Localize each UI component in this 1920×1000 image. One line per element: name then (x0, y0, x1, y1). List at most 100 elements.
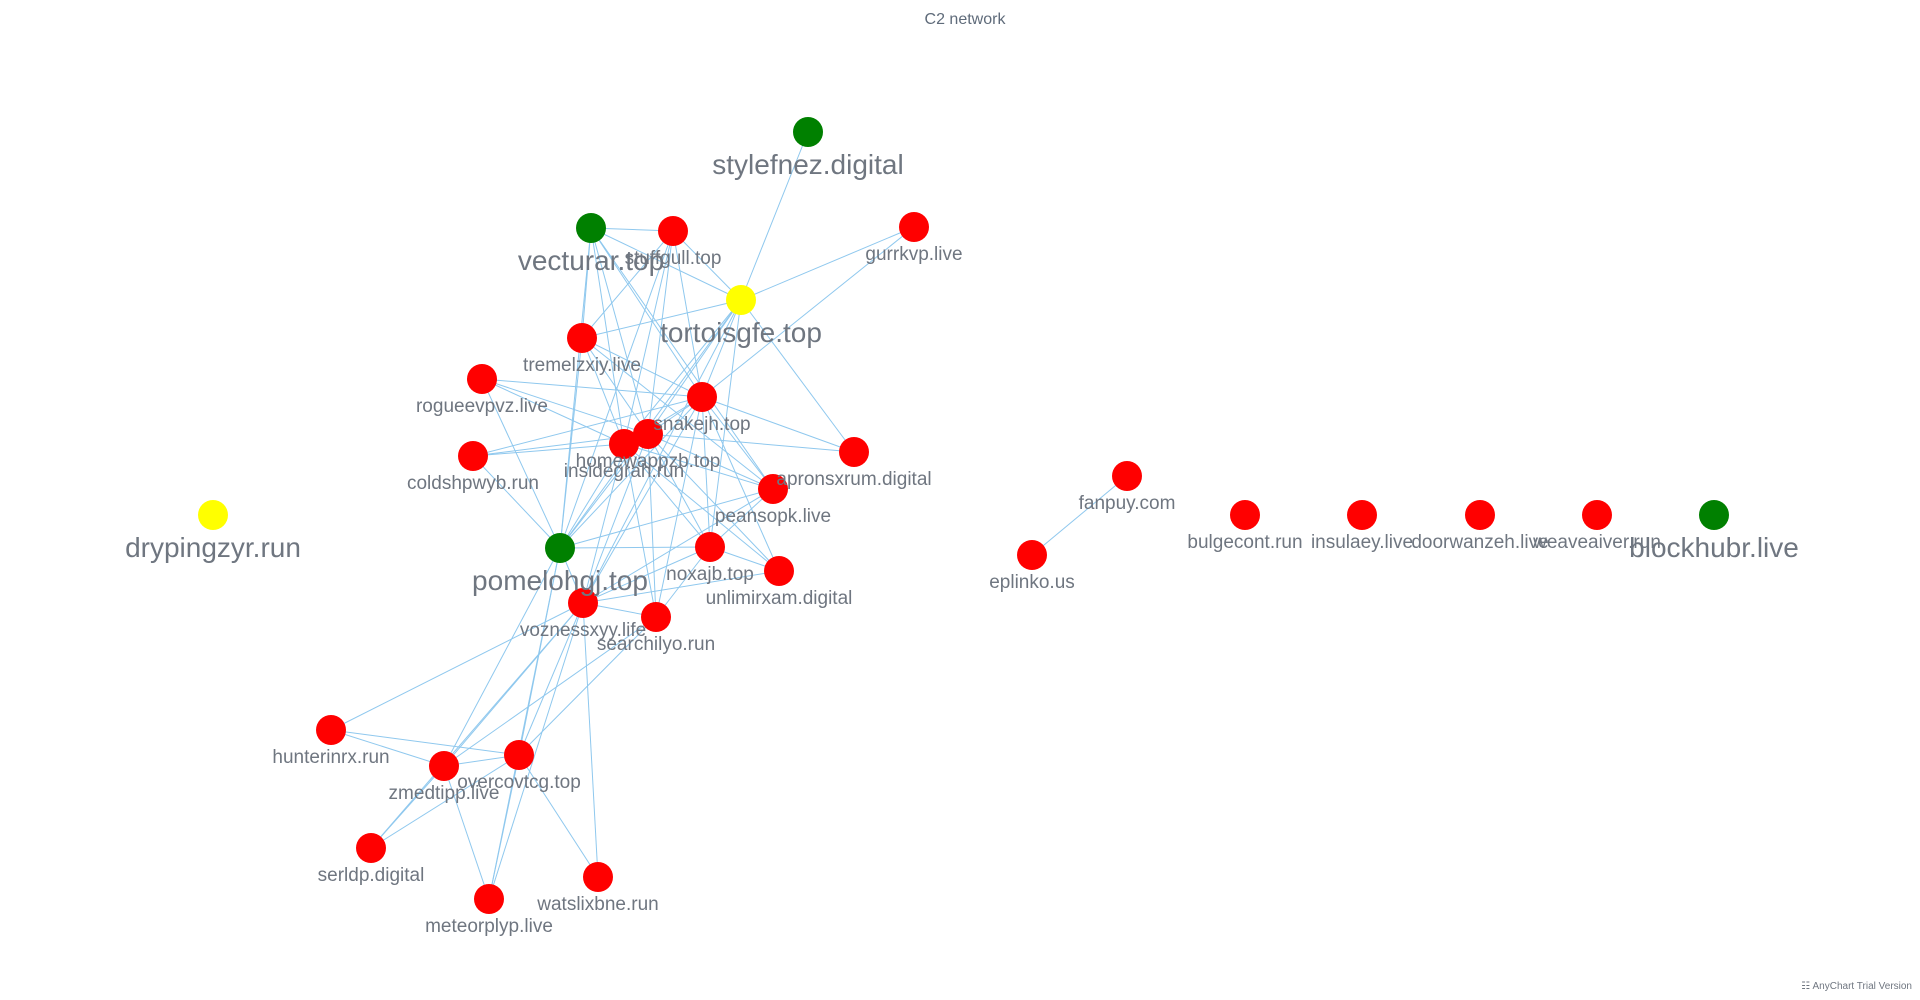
node-label-vecturar-top: vecturar.top (518, 245, 664, 276)
node-rogueevpvz-live[interactable] (467, 364, 497, 394)
label-layer: stylefnez.digital vecturar.topstuffgull.t… (125, 149, 1799, 937)
edge-stuffgull-top-tortoisgfe-top (672, 230, 742, 301)
edge-tortoisgfe-top-snakejh-top (701, 299, 742, 398)
edge-insidegrah-run-coldshpwyb-run (472, 443, 625, 457)
node-label-serldp-digital: serldp.digital (318, 865, 425, 886)
edge-homewappzb-top-peansopk-live (647, 433, 774, 490)
node-label-overcovtcg-top: overcovtcg.top (457, 772, 581, 793)
node-insidegrah-run[interactable] (609, 429, 639, 459)
edge-stuffgull-top-snakejh-top (672, 230, 703, 398)
edge-tremelzxiy-live-insidegrah-run (581, 337, 625, 445)
node-meteorplyp-live[interactable] (474, 884, 504, 914)
node-label-peansopk-live: peansopk.live (715, 506, 831, 527)
node-label-stylefnez-digital: stylefnez.digital (712, 149, 903, 180)
node-label-fanpuy-com: fanpuy.com (1079, 493, 1176, 514)
node-label-meteorplyp-live: meteorplyp.live (425, 916, 553, 937)
node-searchilyo-run[interactable] (641, 602, 671, 632)
edge-zmedtipp-live-serldp-digital (370, 765, 445, 849)
node-noxajb-top[interactable] (695, 532, 725, 562)
node-bulgecont-run[interactable] (1230, 500, 1260, 530)
edge-tremelzxiy-live-homewappzb-top (581, 337, 649, 435)
node-label-voznessxyy-life: voznessxyy.life (520, 620, 646, 641)
edge-vecturar-top-insidegrah-run (590, 227, 625, 445)
node-label-drypingzyr-run: drypingzyr.run (125, 532, 301, 563)
edge-coldshpwyb-run-pomelohgj-top (472, 455, 561, 549)
node-stuffgull-top[interactable] (658, 216, 688, 246)
edge-peansopk-live-pomelohgj-top (559, 488, 774, 549)
edge-homewappzb-top-apronsxrum-digital (647, 433, 855, 453)
node-pomelohgj-top[interactable] (545, 533, 575, 563)
node-fanpuy-com[interactable] (1112, 461, 1142, 491)
chart-icon: ☷ (1801, 981, 1811, 992)
node-label-pomelohgj-top: pomelohgj.top (472, 565, 648, 596)
edge-snakejh-top-peansopk-live (701, 396, 774, 490)
node-label-stuffgull-top: stuffgull.top (625, 248, 722, 269)
node-gurrkvp-live[interactable] (899, 212, 929, 242)
node-vecturar-top[interactable] (576, 213, 606, 243)
edge-searchilyo-run-overcovtcg-top (518, 616, 657, 756)
node-stylefnez-digital[interactable] (793, 117, 823, 147)
node-voznessxyy-life[interactable] (568, 588, 598, 618)
edge-homewappzb-top-voznessxyy-life (582, 433, 649, 604)
edge-gurrkvp-live-tortoisgfe-top (740, 226, 915, 301)
edge-tremelzxiy-live-snakejh-top (581, 337, 703, 398)
edge-voznessxyy-life-unlimirxam-digital (582, 570, 780, 604)
node-label-bulgecont-run: bulgecont.run (1187, 532, 1302, 553)
edge-voznessxyy-life-watslixbne-run (582, 602, 599, 878)
node-label-doorwanzeh-live: doorwanzeh.live (1411, 532, 1548, 553)
edge-vecturar-top-homewappzb-top (590, 227, 649, 435)
node-apronsxrum-digital[interactable] (839, 437, 869, 467)
edge-overcovtcg-top-watslixbne-run (518, 754, 599, 878)
node-eplinko-us[interactable] (1017, 540, 1047, 570)
edge-stuffgull-top-insidegrah-run (623, 230, 674, 445)
node-watslixbne-run[interactable] (583, 862, 613, 892)
edge-tortoisgfe-top-noxajb-top (709, 299, 742, 548)
node-label-snakejh-top: snakejh.top (653, 414, 750, 435)
edge-snakejh-top-searchilyo-run (655, 396, 703, 618)
node-peansopk-live[interactable] (758, 474, 788, 504)
node-label-insidegrah-run: insidegrah.run (564, 461, 684, 482)
trial-credit: ☷ AnyChart Trial Version (1801, 981, 1912, 992)
node-label-blockhubr-live: blockhubr.live (1629, 532, 1799, 563)
edge-rogueevpvz-live-snakejh-top (481, 378, 703, 398)
edge-voznessxyy-life-meteorplyp-live (488, 602, 584, 900)
edge-fanpuy-com-eplinko-us (1031, 475, 1128, 556)
edge-snakejh-top-apronsxrum-digital (701, 396, 855, 453)
node-snakejh-top[interactable] (687, 382, 717, 412)
edge-voznessxyy-life-overcovtcg-top (518, 602, 584, 756)
node-overcovtcg-top[interactable] (504, 740, 534, 770)
edge-snakejh-top-unlimirxam-digital (701, 396, 780, 572)
edge-tortoisgfe-top-tremelzxiy-live (581, 299, 742, 339)
node-doorwanzeh-live[interactable] (1465, 500, 1495, 530)
edge-homewappzb-top-unlimirxam-digital (647, 433, 780, 572)
edge-insidegrah-run-peansopk-live (623, 443, 774, 490)
node-homewappzb-top[interactable] (633, 419, 663, 449)
node-hunterinrx-run[interactable] (316, 715, 346, 745)
edge-layer (330, 131, 1128, 900)
node-label-gurrkvp-live: gurrkvp.live (865, 244, 962, 265)
node-unlimirxam-digital[interactable] (764, 556, 794, 586)
edge-stylefnez-digital-tortoisgfe-top (740, 131, 809, 301)
node-zmedtipp-live[interactable] (429, 751, 459, 781)
node-insulaey-live[interactable] (1347, 500, 1377, 530)
node-label-zmedtipp-live: zmedtipp.live (389, 783, 500, 804)
node-label-tremelzxiy-live: tremelzxiy.live (523, 355, 641, 376)
node-serldp-digital[interactable] (356, 833, 386, 863)
node-weaveaiver-run[interactable] (1582, 500, 1612, 530)
node-label-eplinko-us: eplinko.us (989, 572, 1075, 593)
edge-pomelohgj-top-noxajb-top (559, 546, 711, 549)
edge-overcovtcg-top-meteorplyp-live (488, 754, 520, 900)
edge-snakejh-top-voznessxyy-life (582, 396, 703, 604)
edge-insidegrah-run-voznessxyy-life (582, 443, 625, 604)
node-tremelzxiy-live[interactable] (567, 323, 597, 353)
node-label-insulaey-live: insulaey.live (1311, 532, 1413, 553)
edge-stuffgull-top-tremelzxiy-live (581, 230, 674, 339)
node-drypingzyr-run[interactable] (198, 500, 228, 530)
node-tortoisgfe-top[interactable] (726, 285, 756, 315)
edge-tortoisgfe-top-apronsxrum-digital (740, 299, 855, 453)
credit-text: AnyChart Trial Version (1812, 981, 1913, 992)
node-blockhubr-live[interactable] (1699, 500, 1729, 530)
node-coldshpwyb-run[interactable] (458, 441, 488, 471)
edge-rogueevpvz-live-pomelohgj-top (481, 378, 561, 549)
